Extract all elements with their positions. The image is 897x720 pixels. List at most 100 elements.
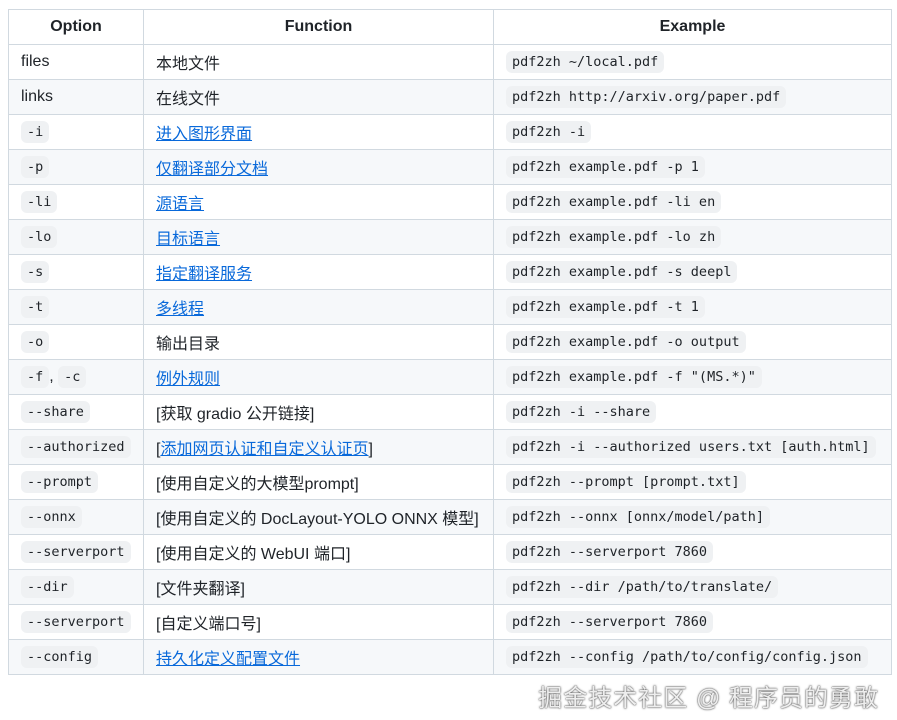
option-code: -lo [21, 226, 58, 248]
example-code: pdf2zh --serverport 7860 [506, 541, 714, 563]
option-code: -t [21, 296, 50, 318]
option-code: -i [21, 121, 50, 143]
option-cell: --serverport [8, 604, 144, 640]
function-link[interactable]: 仅翻译部分文档 [156, 161, 269, 178]
function-link[interactable]: 持久化定义配置文件 [156, 651, 301, 668]
option-cell: --onnx [8, 499, 144, 535]
function-cell: [文件夹翻译] [143, 569, 494, 605]
function-link[interactable]: 多线程 [156, 301, 205, 318]
option-code: --onnx [21, 506, 82, 528]
function-cell: 多线程 [143, 289, 494, 325]
table-row: -lo 目标语言 pdf2zh example.pdf -lo zh [8, 219, 892, 255]
option-cell: links [8, 79, 144, 115]
function-cell: 指定翻译服务 [143, 254, 494, 290]
function-cell: [使用自定义的 DocLayout-YOLO ONNX 模型] [143, 499, 494, 535]
table-row: -p 仅翻译部分文档 pdf2zh example.pdf -p 1 [8, 149, 892, 185]
function-text: 在线文件 [156, 91, 221, 108]
option-code: -c [58, 366, 87, 388]
function-text: [使用自定义的 WebUI 端口] [156, 546, 351, 563]
option-code: -o [21, 331, 50, 353]
option-cell: -i [8, 114, 144, 150]
option-code: -f [21, 366, 50, 388]
example-cell: pdf2zh -i --authorized users.txt [auth.h… [493, 429, 892, 465]
example-code: pdf2zh --dir /path/to/translate/ [506, 576, 779, 598]
example-code: pdf2zh example.pdf -lo zh [506, 226, 722, 248]
option-cell: -p [8, 149, 144, 185]
function-link[interactable]: 例外规则 [156, 371, 221, 388]
table-row: --share [获取 gradio 公开链接] pdf2zh -i --share [8, 394, 892, 430]
example-cell: pdf2zh example.pdf -li en [493, 184, 892, 220]
function-link[interactable]: 进入图形界面 [156, 126, 253, 143]
function-link[interactable]: 目标语言 [156, 231, 221, 248]
example-code: pdf2zh --prompt [prompt.txt] [506, 471, 746, 493]
option-cell: --serverport [8, 534, 144, 570]
example-code: pdf2zh -i --share [506, 401, 657, 423]
option-cell: --dir [8, 569, 144, 605]
function-cell: 持久化定义配置文件 [143, 639, 494, 675]
example-cell: pdf2zh example.pdf -f "(MS.*)" [493, 359, 892, 395]
option-cell: -f, -c [8, 359, 144, 395]
example-code: pdf2zh example.pdf -s deepl [506, 261, 738, 283]
option-cell: --authorized [8, 429, 144, 465]
function-text: [使用自定义的大模型prompt] [156, 476, 359, 493]
function-cell: 在线文件 [143, 79, 494, 115]
function-cell: 目标语言 [143, 219, 494, 255]
example-code: pdf2zh example.pdf -p 1 [506, 156, 705, 178]
function-text: 输出目录 [156, 336, 221, 353]
function-text: [自定义端口号] [156, 616, 261, 633]
example-cell: pdf2zh --serverport 7860 [493, 604, 892, 640]
example-cell: pdf2zh --serverport 7860 [493, 534, 892, 570]
example-code: pdf2zh --onnx [onnx/model/path] [506, 506, 770, 528]
example-code: pdf2zh --config /path/to/config/config.j… [506, 646, 868, 668]
option-text: links [21, 88, 54, 105]
example-cell: pdf2zh example.pdf -lo zh [493, 219, 892, 255]
table-row: -f, -c 例外规则 pdf2zh example.pdf -f "(MS.*)" [8, 359, 892, 395]
example-cell: pdf2zh --prompt [prompt.txt] [493, 464, 892, 500]
example-cell: pdf2zh -i [493, 114, 892, 150]
option-cell: -li [8, 184, 144, 220]
option-cell: files [8, 44, 144, 80]
function-text: [获取 gradio 公开链接] [156, 406, 315, 423]
table-row: -i 进入图形界面 pdf2zh -i [8, 114, 892, 150]
example-cell: pdf2zh --dir /path/to/translate/ [493, 569, 892, 605]
option-code: --authorized [21, 436, 131, 458]
example-code: pdf2zh example.pdf -t 1 [506, 296, 705, 318]
example-code: pdf2zh -i --authorized users.txt [auth.h… [506, 436, 876, 458]
options-table: Option Function Example files 本地文件 pdf2zh … [8, 9, 892, 675]
option-code: --config [21, 646, 99, 668]
function-cell: 进入图形界面 [143, 114, 494, 150]
option-cell: --share [8, 394, 144, 430]
table-row: --onnx [使用自定义的 DocLayout-YOLO ONNX 模型] pdf… [8, 499, 892, 535]
example-code: pdf2zh http://arxiv.org/paper.pdf [506, 86, 787, 108]
example-cell: pdf2zh example.pdf -p 1 [493, 149, 892, 185]
example-code: pdf2zh ~/local.pdf [506, 51, 665, 73]
option-cell: --prompt [8, 464, 144, 500]
option-code: --serverport [21, 541, 131, 563]
example-cell: pdf2zh example.pdf -t 1 [493, 289, 892, 325]
example-cell: pdf2zh ~/local.pdf [493, 44, 892, 80]
option-cell: -t [8, 289, 144, 325]
header-function: Function [143, 9, 494, 45]
table-row: --serverport [使用自定义的 WebUI 端口] pdf2zh --se… [8, 534, 892, 570]
function-link[interactable]: 添加网页认证和自定义认证页 [160, 441, 369, 458]
header-option: Option [8, 9, 144, 45]
table-row: links 在线文件 pdf2zh http://arxiv.org/paper.p… [8, 79, 892, 115]
table-row: --authorized [添加网页认证和自定义认证页] pdf2zh -i --a… [8, 429, 892, 465]
example-code: pdf2zh example.pdf -li en [506, 191, 722, 213]
function-link[interactable]: 指定翻译服务 [156, 266, 253, 283]
option-cell: -o [8, 324, 144, 360]
option-code: --dir [21, 576, 74, 598]
example-cell: pdf2zh --onnx [onnx/model/path] [493, 499, 892, 535]
function-cell: 仅翻译部分文档 [143, 149, 494, 185]
example-code: pdf2zh -i [506, 121, 592, 143]
function-link[interactable]: 源语言 [156, 196, 205, 213]
function-text: [文件夹翻译] [156, 581, 245, 598]
option-text: files [21, 53, 50, 70]
table-row: -s 指定翻译服务 pdf2zh example.pdf -s deepl [8, 254, 892, 290]
table-row: --prompt [使用自定义的大模型prompt] pdf2zh --prompt… [8, 464, 892, 500]
header-example: Example [493, 9, 892, 45]
example-cell: pdf2zh http://arxiv.org/paper.pdf [493, 79, 892, 115]
function-cell: [自定义端口号] [143, 604, 494, 640]
example-cell: pdf2zh example.pdf -s deepl [493, 254, 892, 290]
table-row: -li 源语言 pdf2zh example.pdf -li en [8, 184, 892, 220]
